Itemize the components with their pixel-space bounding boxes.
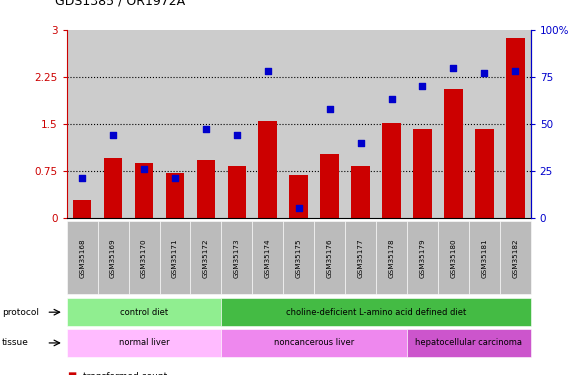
Text: GSM35171: GSM35171 [172, 238, 178, 278]
Text: GSM35181: GSM35181 [481, 238, 487, 278]
Text: normal liver: normal liver [119, 338, 169, 347]
Bar [444, 89, 463, 218]
Text: control diet: control diet [120, 308, 168, 316]
Bar [197, 160, 215, 218]
Text: GSM35178: GSM35178 [389, 238, 394, 278]
Bar [351, 166, 370, 218]
Text: tissue: tissue [2, 338, 28, 347]
Text: GSM35179: GSM35179 [419, 238, 426, 278]
Point [356, 140, 365, 146]
Point [78, 175, 87, 181]
Bar [135, 162, 153, 218]
Text: ■: ■ [67, 372, 76, 375]
Point [418, 83, 427, 89]
Text: protocol: protocol [2, 308, 39, 316]
Bar [73, 200, 92, 217]
Point [480, 70, 489, 76]
Text: hepatocellular carcinoma: hepatocellular carcinoma [415, 338, 523, 347]
Bar [413, 129, 432, 217]
Text: choline-deficient L-amino acid defined diet: choline-deficient L-amino acid defined d… [286, 308, 466, 316]
Point [139, 166, 148, 172]
Bar [382, 123, 401, 218]
Text: GSM35180: GSM35180 [450, 238, 456, 278]
Point [201, 126, 211, 132]
Text: GSM35182: GSM35182 [512, 238, 519, 278]
Text: GSM35177: GSM35177 [357, 238, 364, 278]
Bar [104, 158, 122, 218]
Point [510, 68, 520, 74]
Text: GSM35170: GSM35170 [141, 238, 147, 278]
Bar [259, 121, 277, 218]
Bar [320, 154, 339, 218]
Point [232, 132, 241, 138]
Text: GSM35176: GSM35176 [327, 238, 333, 278]
Bar [227, 166, 246, 218]
Point [325, 106, 334, 112]
Point [294, 205, 303, 211]
Bar [506, 38, 524, 218]
Bar [289, 175, 308, 217]
Text: GSM35168: GSM35168 [79, 238, 85, 278]
Point [171, 175, 180, 181]
Point [387, 96, 396, 102]
Point [108, 132, 118, 138]
Text: GSM35175: GSM35175 [296, 238, 302, 278]
Text: noncancerous liver: noncancerous liver [274, 338, 354, 347]
Point [449, 64, 458, 70]
Text: GDS1385 / OR1972A: GDS1385 / OR1972A [55, 0, 185, 8]
Bar [475, 129, 494, 217]
Text: transformed count: transformed count [83, 372, 167, 375]
Text: GSM35169: GSM35169 [110, 238, 116, 278]
Text: GSM35173: GSM35173 [234, 238, 240, 278]
Text: GSM35172: GSM35172 [203, 238, 209, 278]
Text: GSM35174: GSM35174 [264, 238, 271, 278]
Point [263, 68, 273, 74]
Bar [166, 172, 184, 217]
